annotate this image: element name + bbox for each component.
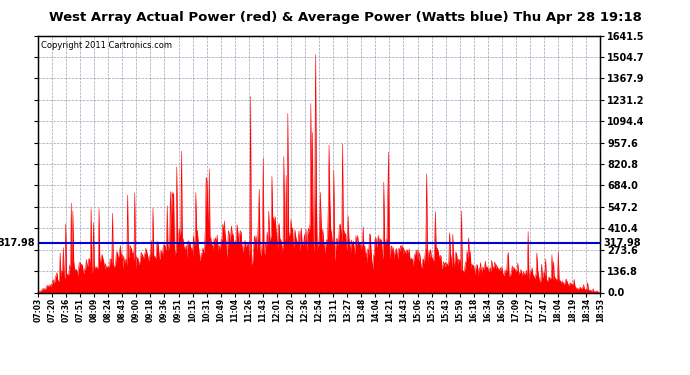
Text: 317.98: 317.98 bbox=[603, 238, 641, 248]
Text: 317.98: 317.98 bbox=[0, 238, 35, 248]
Text: West Array Actual Power (red) & Average Power (Watts blue) Thu Apr 28 19:18: West Array Actual Power (red) & Average … bbox=[48, 11, 642, 24]
Text: Copyright 2011 Cartronics.com: Copyright 2011 Cartronics.com bbox=[41, 41, 172, 50]
